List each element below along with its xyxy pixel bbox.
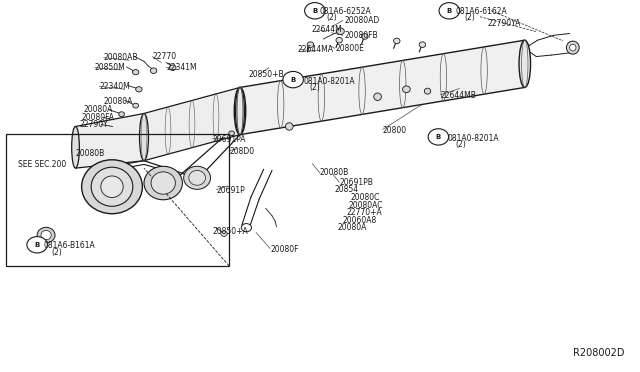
Text: B: B: [291, 77, 296, 83]
Text: 081A6-6162A: 081A6-6162A: [456, 7, 508, 16]
Ellipse shape: [92, 167, 133, 206]
Ellipse shape: [307, 42, 314, 48]
Text: 20080A: 20080A: [83, 105, 113, 114]
Text: 20691PA: 20691PA: [212, 135, 246, 144]
Text: (2): (2): [309, 83, 320, 92]
Ellipse shape: [285, 123, 293, 130]
Ellipse shape: [394, 38, 400, 44]
Text: (2): (2): [464, 13, 475, 22]
Ellipse shape: [37, 227, 55, 243]
Text: 22790Y: 22790Y: [80, 120, 109, 129]
Ellipse shape: [41, 230, 51, 240]
Text: B: B: [35, 242, 40, 248]
Ellipse shape: [236, 87, 244, 135]
Text: 20080F: 20080F: [270, 246, 299, 254]
Ellipse shape: [140, 113, 148, 161]
Text: (2): (2): [326, 13, 337, 22]
Text: 20080A: 20080A: [104, 97, 133, 106]
Text: 22644MA: 22644MA: [298, 45, 333, 54]
Ellipse shape: [101, 176, 123, 198]
Ellipse shape: [27, 237, 47, 253]
Ellipse shape: [136, 87, 142, 92]
Ellipse shape: [170, 65, 176, 71]
Ellipse shape: [132, 70, 139, 75]
Ellipse shape: [144, 166, 182, 200]
Text: 20691P: 20691P: [216, 186, 245, 195]
Text: 22340M: 22340M: [99, 82, 130, 91]
Text: 20080A: 20080A: [338, 223, 367, 232]
Text: B: B: [312, 8, 317, 14]
Text: 20800: 20800: [383, 126, 407, 135]
Text: 208D0: 208D0: [229, 147, 254, 156]
Text: 22790YA: 22790YA: [488, 19, 521, 28]
Text: 20691PB: 20691PB: [339, 178, 373, 187]
Text: 22644M: 22644M: [311, 25, 342, 34]
Text: 20080C: 20080C: [351, 193, 380, 202]
Text: R208002D: R208002D: [573, 348, 624, 358]
Ellipse shape: [150, 68, 157, 74]
Ellipse shape: [519, 40, 531, 87]
Text: 22770+A: 22770+A: [347, 208, 383, 217]
Text: 20080B: 20080B: [76, 149, 105, 158]
Text: 20080AD: 20080AD: [344, 16, 380, 25]
Ellipse shape: [336, 38, 342, 43]
Text: 22644MB: 22644MB: [440, 92, 476, 100]
Text: B: B: [447, 8, 452, 14]
Text: 081A0-8201A: 081A0-8201A: [448, 134, 500, 143]
Ellipse shape: [241, 224, 252, 232]
Ellipse shape: [184, 166, 211, 189]
Ellipse shape: [119, 112, 124, 117]
Ellipse shape: [362, 33, 368, 39]
Ellipse shape: [283, 71, 303, 88]
Bar: [6, 134, 229, 266]
Text: 081A6-6252A: 081A6-6252A: [320, 7, 372, 16]
Polygon shape: [144, 87, 240, 161]
Ellipse shape: [424, 88, 431, 94]
Ellipse shape: [133, 103, 139, 108]
Ellipse shape: [229, 131, 235, 135]
Text: SEE SEC.200: SEE SEC.200: [18, 160, 66, 169]
Text: 081A6-B161A: 081A6-B161A: [44, 241, 95, 250]
Text: B: B: [436, 134, 441, 140]
Ellipse shape: [566, 41, 579, 54]
Ellipse shape: [374, 93, 381, 100]
Text: 20080AC: 20080AC: [349, 201, 383, 210]
Text: 20080FA: 20080FA: [82, 113, 115, 122]
Text: 20850+A: 20850+A: [212, 227, 248, 236]
Ellipse shape: [570, 44, 576, 51]
Ellipse shape: [234, 87, 246, 135]
Text: (2): (2): [456, 140, 467, 149]
Polygon shape: [76, 113, 144, 168]
Text: (2): (2): [51, 248, 62, 257]
Ellipse shape: [403, 86, 410, 93]
Text: 22341M: 22341M: [166, 63, 197, 72]
Text: 20080B: 20080B: [320, 169, 349, 177]
Ellipse shape: [439, 3, 460, 19]
Polygon shape: [240, 40, 525, 135]
Ellipse shape: [221, 231, 227, 237]
Text: 20080AB: 20080AB: [104, 53, 138, 62]
Ellipse shape: [189, 170, 205, 185]
Text: 20850+B: 20850+B: [248, 70, 284, 79]
Ellipse shape: [337, 28, 344, 35]
Ellipse shape: [305, 3, 325, 19]
Text: 081A0-8201A: 081A0-8201A: [304, 77, 356, 86]
Ellipse shape: [419, 42, 426, 48]
Ellipse shape: [72, 126, 79, 168]
Ellipse shape: [82, 160, 143, 214]
Text: 20850M: 20850M: [95, 63, 125, 72]
Text: 20060A8: 20060A8: [342, 216, 377, 225]
Text: 20080FB: 20080FB: [344, 31, 378, 40]
Ellipse shape: [151, 172, 175, 194]
Text: 22770: 22770: [152, 52, 177, 61]
Text: 20854: 20854: [334, 185, 358, 194]
Ellipse shape: [428, 129, 449, 145]
Text: 20800E: 20800E: [336, 44, 365, 53]
